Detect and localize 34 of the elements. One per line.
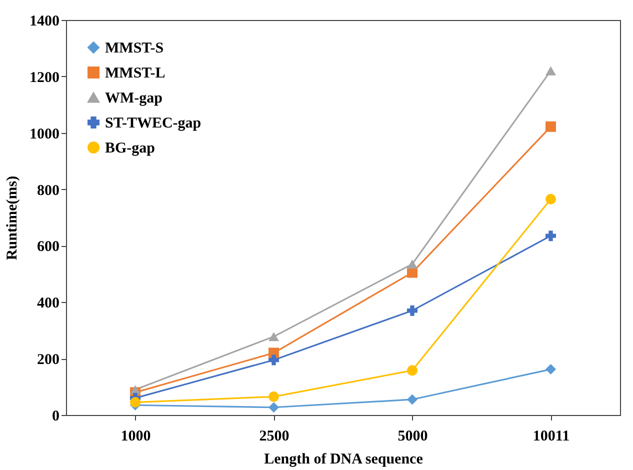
legend-label: MMST-L xyxy=(105,66,166,82)
point xyxy=(546,66,556,76)
point xyxy=(546,121,556,132)
y-tick-label: 800 xyxy=(37,182,60,199)
y-tick-label: 200 xyxy=(37,352,60,368)
legend-label: WM-gap xyxy=(105,90,162,106)
point xyxy=(268,402,279,413)
point xyxy=(407,267,418,278)
point xyxy=(407,365,418,376)
point xyxy=(407,394,418,405)
y-tick-label: 400 xyxy=(37,296,60,312)
y-tick-label: 0 xyxy=(52,408,60,424)
x-axis-title: Length of DNA sequence xyxy=(264,452,424,468)
y-tick-label: 1400 xyxy=(30,14,60,30)
point xyxy=(546,194,556,204)
y-tick-label: 600 xyxy=(37,239,60,256)
point xyxy=(130,397,140,408)
x-tick-label: 1000 xyxy=(120,428,151,444)
x-tick-label: 10011 xyxy=(532,428,570,444)
x-tick-label: 2500 xyxy=(259,428,290,444)
legend-label: BG-gap xyxy=(105,140,156,156)
point xyxy=(268,354,279,366)
legend-label: MMST-S xyxy=(105,40,164,56)
x-tick-label: 5000 xyxy=(398,428,428,444)
legend-label: ST-TWEC-gap xyxy=(105,116,202,132)
point xyxy=(546,364,556,375)
point xyxy=(268,391,279,402)
point xyxy=(407,260,418,269)
y-axis-title: Runtime(ms) xyxy=(4,176,20,260)
point xyxy=(268,332,279,342)
point xyxy=(546,230,556,242)
point xyxy=(407,305,418,316)
y-tick-label: 1000 xyxy=(30,126,60,142)
y-tick-label: 1200 xyxy=(30,70,60,86)
